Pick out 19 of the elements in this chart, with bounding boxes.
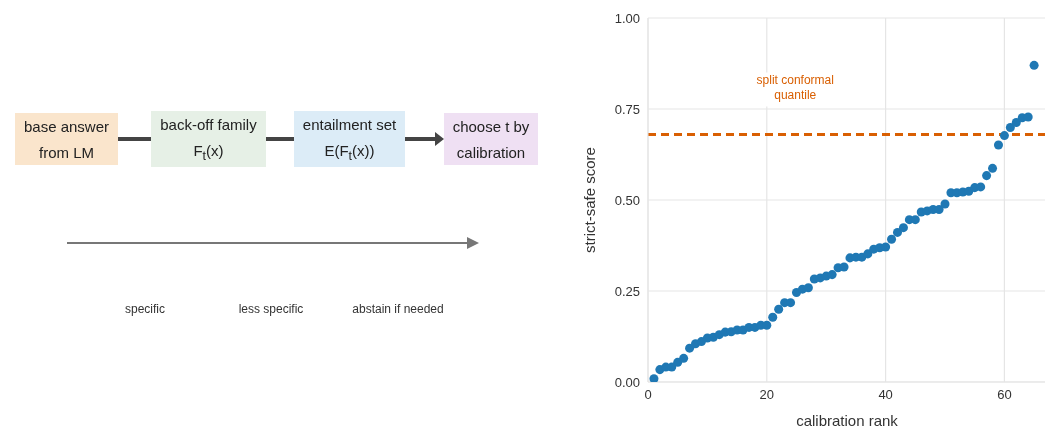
text: entailment set E(F$_{t}$(x)) [302, 115, 397, 163]
x-tick-label: 60 [997, 387, 1012, 403]
x-tick-label: 0 [644, 387, 652, 403]
y-tick-label: 0.50 [614, 192, 640, 208]
text: base answer from LM [23, 117, 110, 161]
x-axis-title: calibration rank [796, 412, 899, 429]
text: less specific [237, 302, 305, 316]
y-tick-label: 0.75 [614, 101, 640, 117]
y-axis-title: strict-safe score [581, 147, 599, 253]
text: specific [124, 302, 166, 316]
ref-line-label: split conformal quantile [756, 73, 834, 103]
x-tick-label: 20 [759, 387, 775, 403]
text: choose t by calibration [452, 117, 530, 161]
y-tick-label: 0.25 [614, 283, 640, 299]
y-tick-label: 1.00 [614, 10, 640, 26]
x-tick-label: 40 [878, 387, 893, 403]
text: abstain if needed [351, 302, 445, 316]
text: back-off family F$_{t}$(x) [160, 115, 257, 163]
y-tick-label: 0.00 [614, 374, 640, 390]
